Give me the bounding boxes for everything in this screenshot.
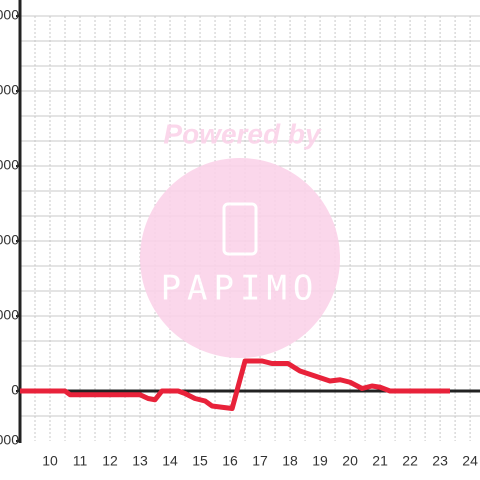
x-tick-label: 17 — [252, 453, 268, 469]
y-tick-label: 150,000 — [0, 7, 19, 23]
x-tick-label: 13 — [132, 453, 148, 469]
x-tick-label: 15 — [192, 453, 208, 469]
x-tick-label: 12 — [102, 453, 118, 469]
y-tick-label: -20,000 — [0, 432, 19, 448]
x-tick-label: 24 — [462, 453, 478, 469]
x-tick-label: 23 — [432, 453, 448, 469]
x-tick-label: 21 — [372, 453, 388, 469]
watermark-logo: PAPIMO — [161, 269, 320, 309]
y-tick-label: 0 — [11, 382, 19, 398]
watermark: Powered by PAPIMO — [140, 118, 340, 358]
y-tick-label: 120,000 — [0, 82, 19, 98]
x-tick-label: 22 — [402, 453, 418, 469]
x-tick-label: 16 — [222, 453, 238, 469]
plot: -20,000 0 30,000 60,000 90,000 120,000 150,000… — [0, 0, 480, 469]
x-tick-label: 19 — [312, 453, 328, 469]
x-tick-label: 14 — [162, 453, 178, 469]
y-tick-label: 90,000 — [0, 157, 19, 173]
watermark-phone — [222, 202, 258, 256]
watermark-circle — [140, 158, 340, 358]
x-tick-label: 18 — [282, 453, 298, 469]
y-tick-label: 30,000 — [0, 307, 19, 323]
x-tick-label: 11 — [73, 453, 88, 469]
data-line — [20, 358, 450, 411]
x-tick-label: 10 — [42, 453, 58, 469]
watermark-text: Powered by — [163, 118, 322, 149]
y-tick-label: 60,000 — [0, 232, 19, 248]
x-tick-label: 20 — [342, 453, 358, 469]
